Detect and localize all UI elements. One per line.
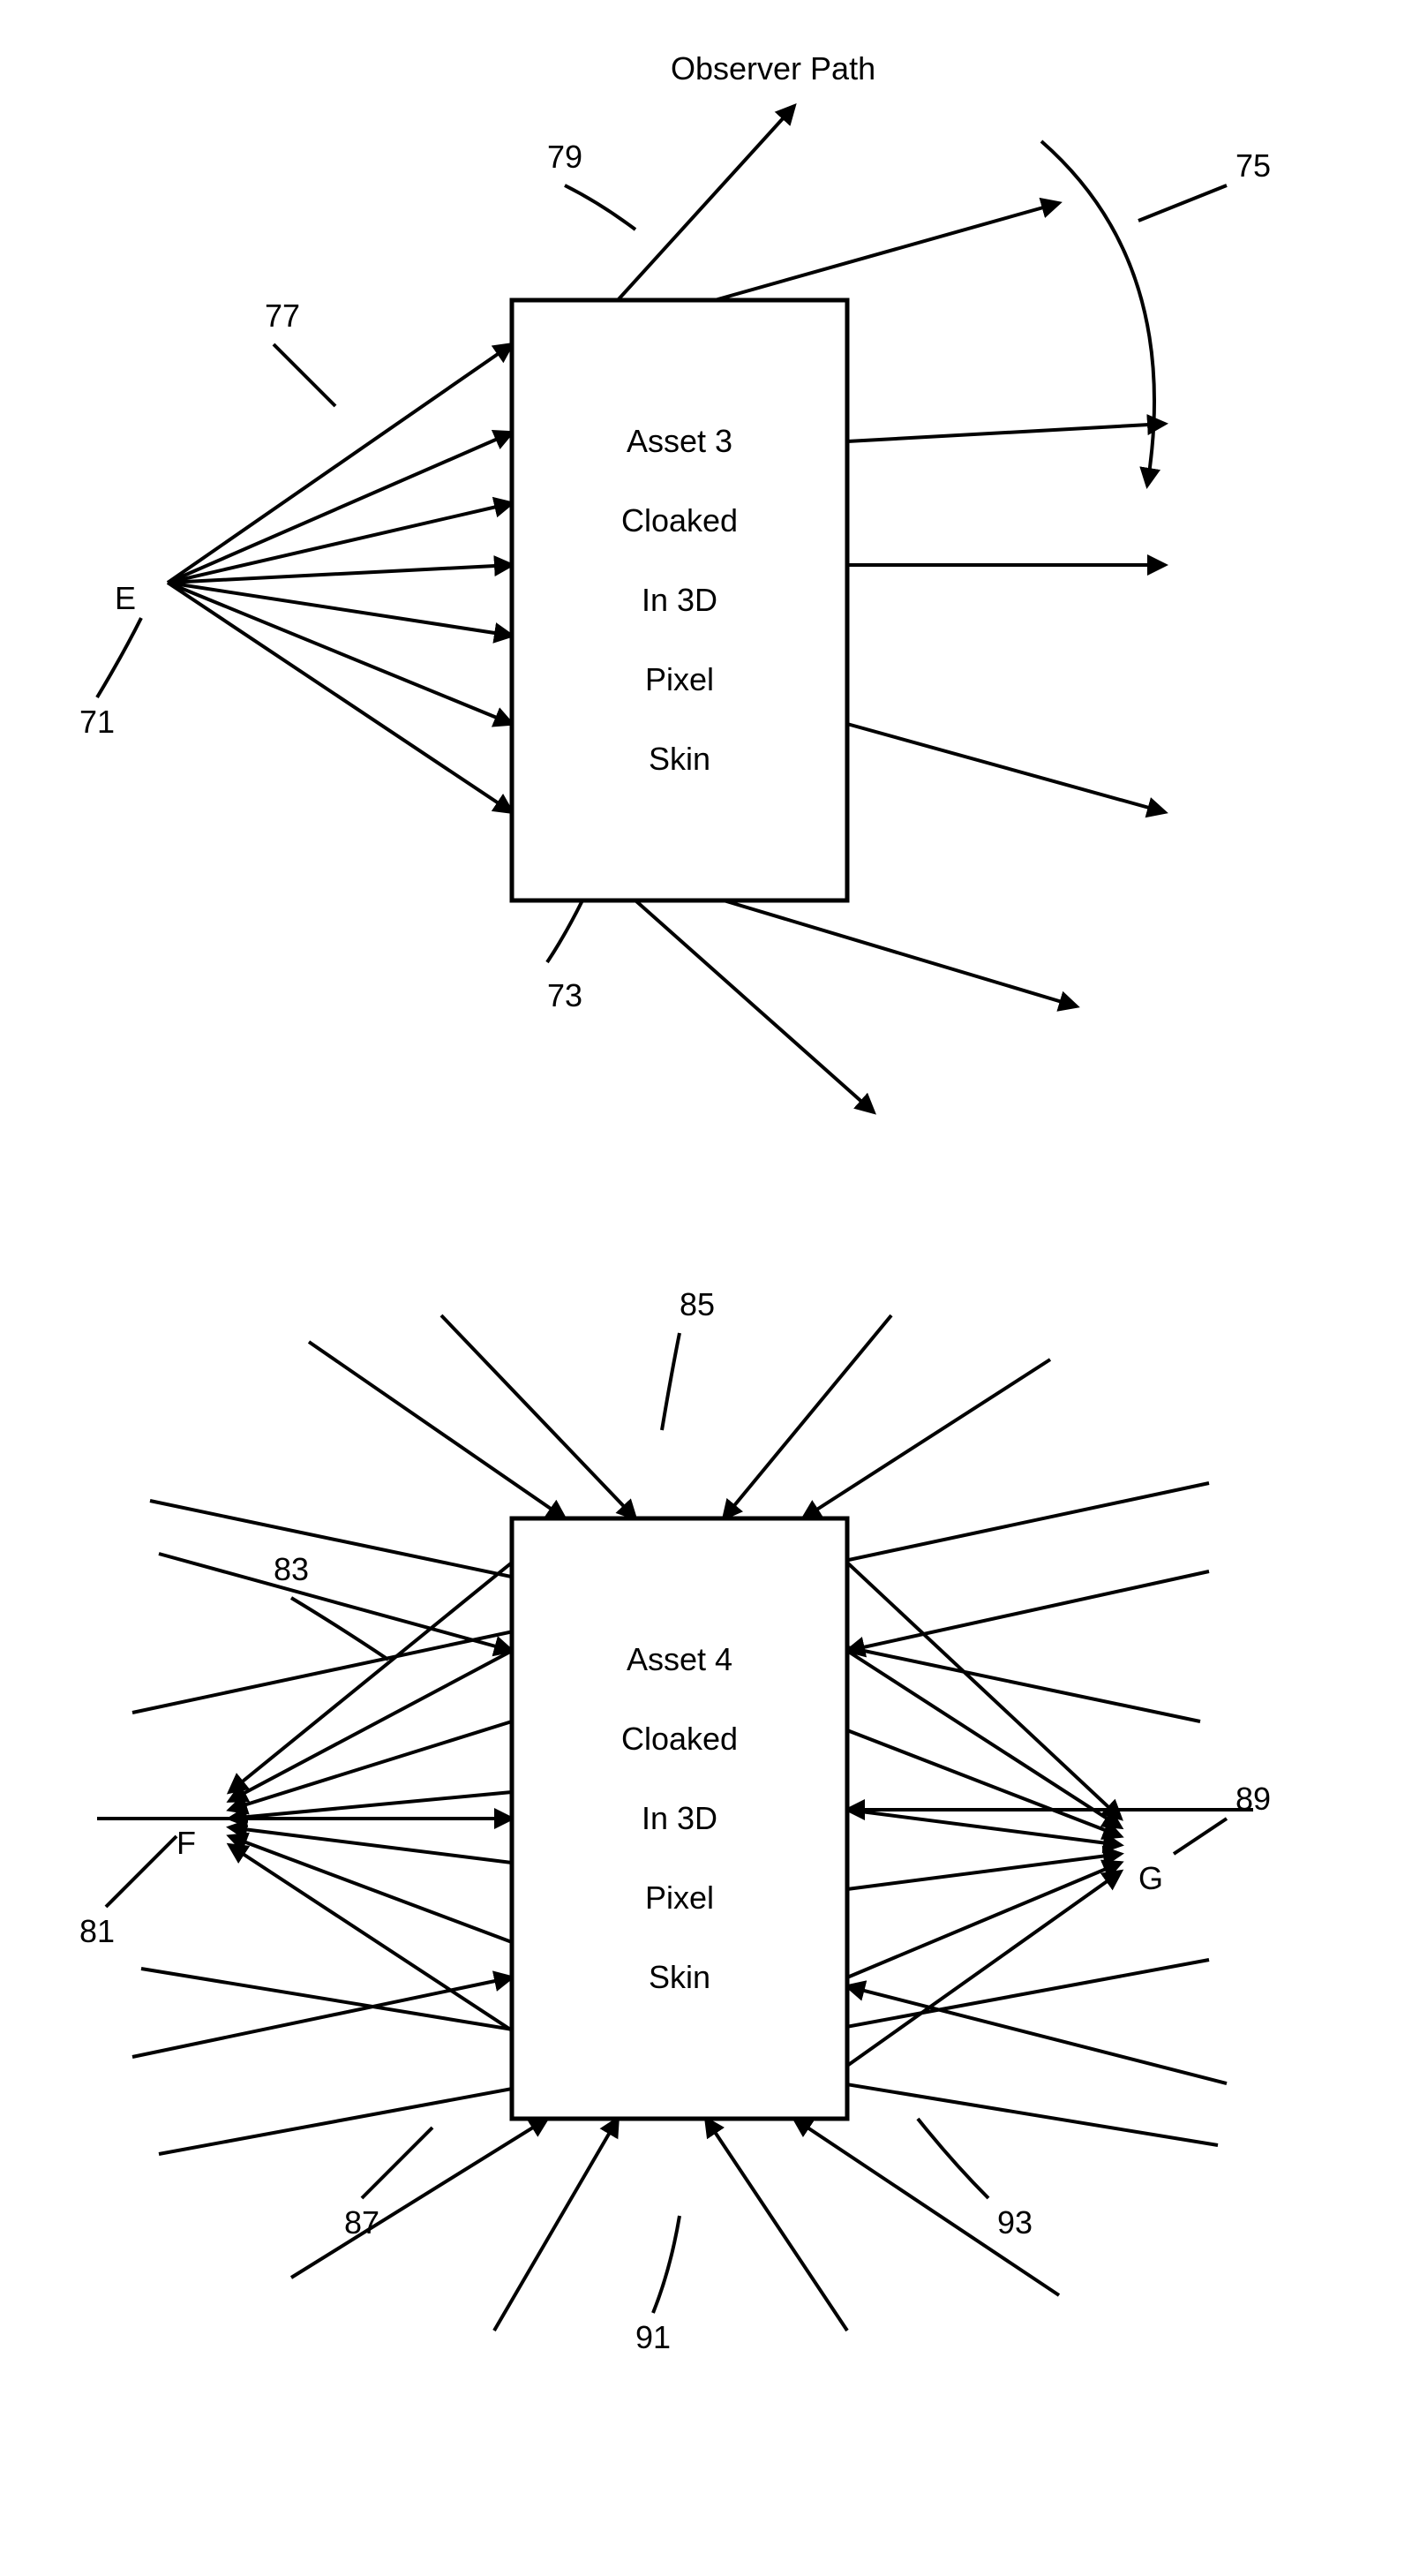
d2-ambient-9	[494, 2119, 618, 2331]
d2-ambient-8	[706, 2119, 847, 2331]
d2-to-F-5	[229, 1836, 512, 1942]
ref-79: 79	[547, 139, 582, 175]
d1-ray-out-2	[847, 424, 1165, 441]
diagram-2: Asset 4 Cloaked In 3D Pixel Skin F 81 G 89 83 85 87…	[79, 1286, 1271, 2355]
asset4-box-line-0: Asset 4	[627, 1641, 732, 1677]
d2-to-G-5	[847, 1863, 1121, 1977]
leader-91	[653, 2216, 680, 2313]
asset3-box-line-4: Skin	[649, 741, 710, 777]
d1-ray-in-6	[168, 583, 512, 812]
leader-77	[274, 344, 335, 406]
d1-ray-in-2	[168, 503, 512, 583]
d1-ray-out-0	[618, 106, 794, 300]
asset4-box-line-4: Skin	[649, 1959, 710, 1995]
leader-89	[1174, 1819, 1227, 1854]
leader-85	[662, 1333, 680, 1430]
asset4-box-line-2: In 3D	[642, 1800, 717, 1836]
point-F: F	[176, 1825, 196, 1861]
asset3-box-line-1: Cloaked	[621, 502, 738, 539]
d2-to-G-6	[847, 1872, 1121, 2066]
asset4-box-line-1: Cloaked	[621, 1721, 738, 1757]
emitter-E: E	[115, 580, 136, 616]
d1-ray-in-3	[168, 565, 512, 583]
ref-71: 71	[79, 704, 115, 740]
d2-to-F-4	[229, 1827, 512, 1863]
d2-ambient-2	[724, 1315, 891, 1518]
d2-to-G-3	[847, 1810, 1121, 1845]
d2-to-F-6	[229, 1845, 512, 2030]
ref-87: 87	[344, 2204, 379, 2241]
d2-to-F-1	[229, 1651, 512, 1801]
leader-71	[97, 618, 141, 697]
d2-ambient-11	[132, 1977, 512, 2057]
point-G: G	[1138, 1860, 1163, 1896]
leader-87	[362, 2128, 432, 2198]
ref-91: 91	[635, 2319, 671, 2355]
d1-ray-in-5	[168, 583, 512, 724]
ref-83: 83	[274, 1551, 309, 1587]
asset4-box-line-3: Pixel	[645, 1879, 714, 1916]
d1-ray-out-5	[724, 900, 1077, 1006]
d2-ambient-1	[441, 1315, 635, 1518]
ref-81: 81	[79, 1913, 115, 1949]
d1-ray-out-4	[847, 724, 1165, 812]
diagram-1: Observer Path 75 Asset 3 Cloaked In 3D Pixel S…	[79, 50, 1271, 1112]
d1-ray-out-6	[635, 900, 874, 1112]
d2-ambient-0	[309, 1342, 565, 1518]
d1-ray-in-1	[168, 433, 512, 583]
ref-85: 85	[680, 1286, 715, 1322]
d2-ambient-3	[803, 1360, 1050, 1518]
leader-79	[565, 185, 635, 230]
ref-89: 89	[1236, 1781, 1271, 1817]
asset3-box-line-2: In 3D	[642, 582, 717, 618]
d1-ray-in-4	[168, 583, 512, 636]
d2-to-G-4	[847, 1854, 1121, 1889]
leader-81	[106, 1836, 176, 1907]
ref-75: 75	[1236, 147, 1271, 184]
asset3-box-line-3: Pixel	[645, 661, 714, 697]
d1-ray-in-0	[168, 344, 512, 583]
observer-path-curve	[1041, 141, 1154, 486]
ref-93: 93	[997, 2204, 1033, 2241]
observer-path-label: Observer Path	[671, 50, 875, 87]
ref-73: 73	[547, 977, 582, 1013]
asset3-box-line-0: Asset 3	[627, 423, 732, 459]
leader-75	[1138, 185, 1227, 221]
patent-figure: Observer Path 75 Asset 3 Cloaked In 3D Pixel S…	[0, 0, 1412, 2576]
leader-93	[918, 2119, 988, 2198]
leader-83	[291, 1598, 388, 1660]
d2-to-F-0	[229, 1563, 512, 1792]
d2-ambient-13	[159, 1554, 512, 1651]
d1-ray-out-1	[715, 203, 1059, 300]
d2-to-G-2	[847, 1730, 1121, 1836]
d2-ambient-6	[847, 1986, 1227, 2083]
leader-73	[547, 900, 582, 962]
ref-77: 77	[265, 298, 300, 334]
